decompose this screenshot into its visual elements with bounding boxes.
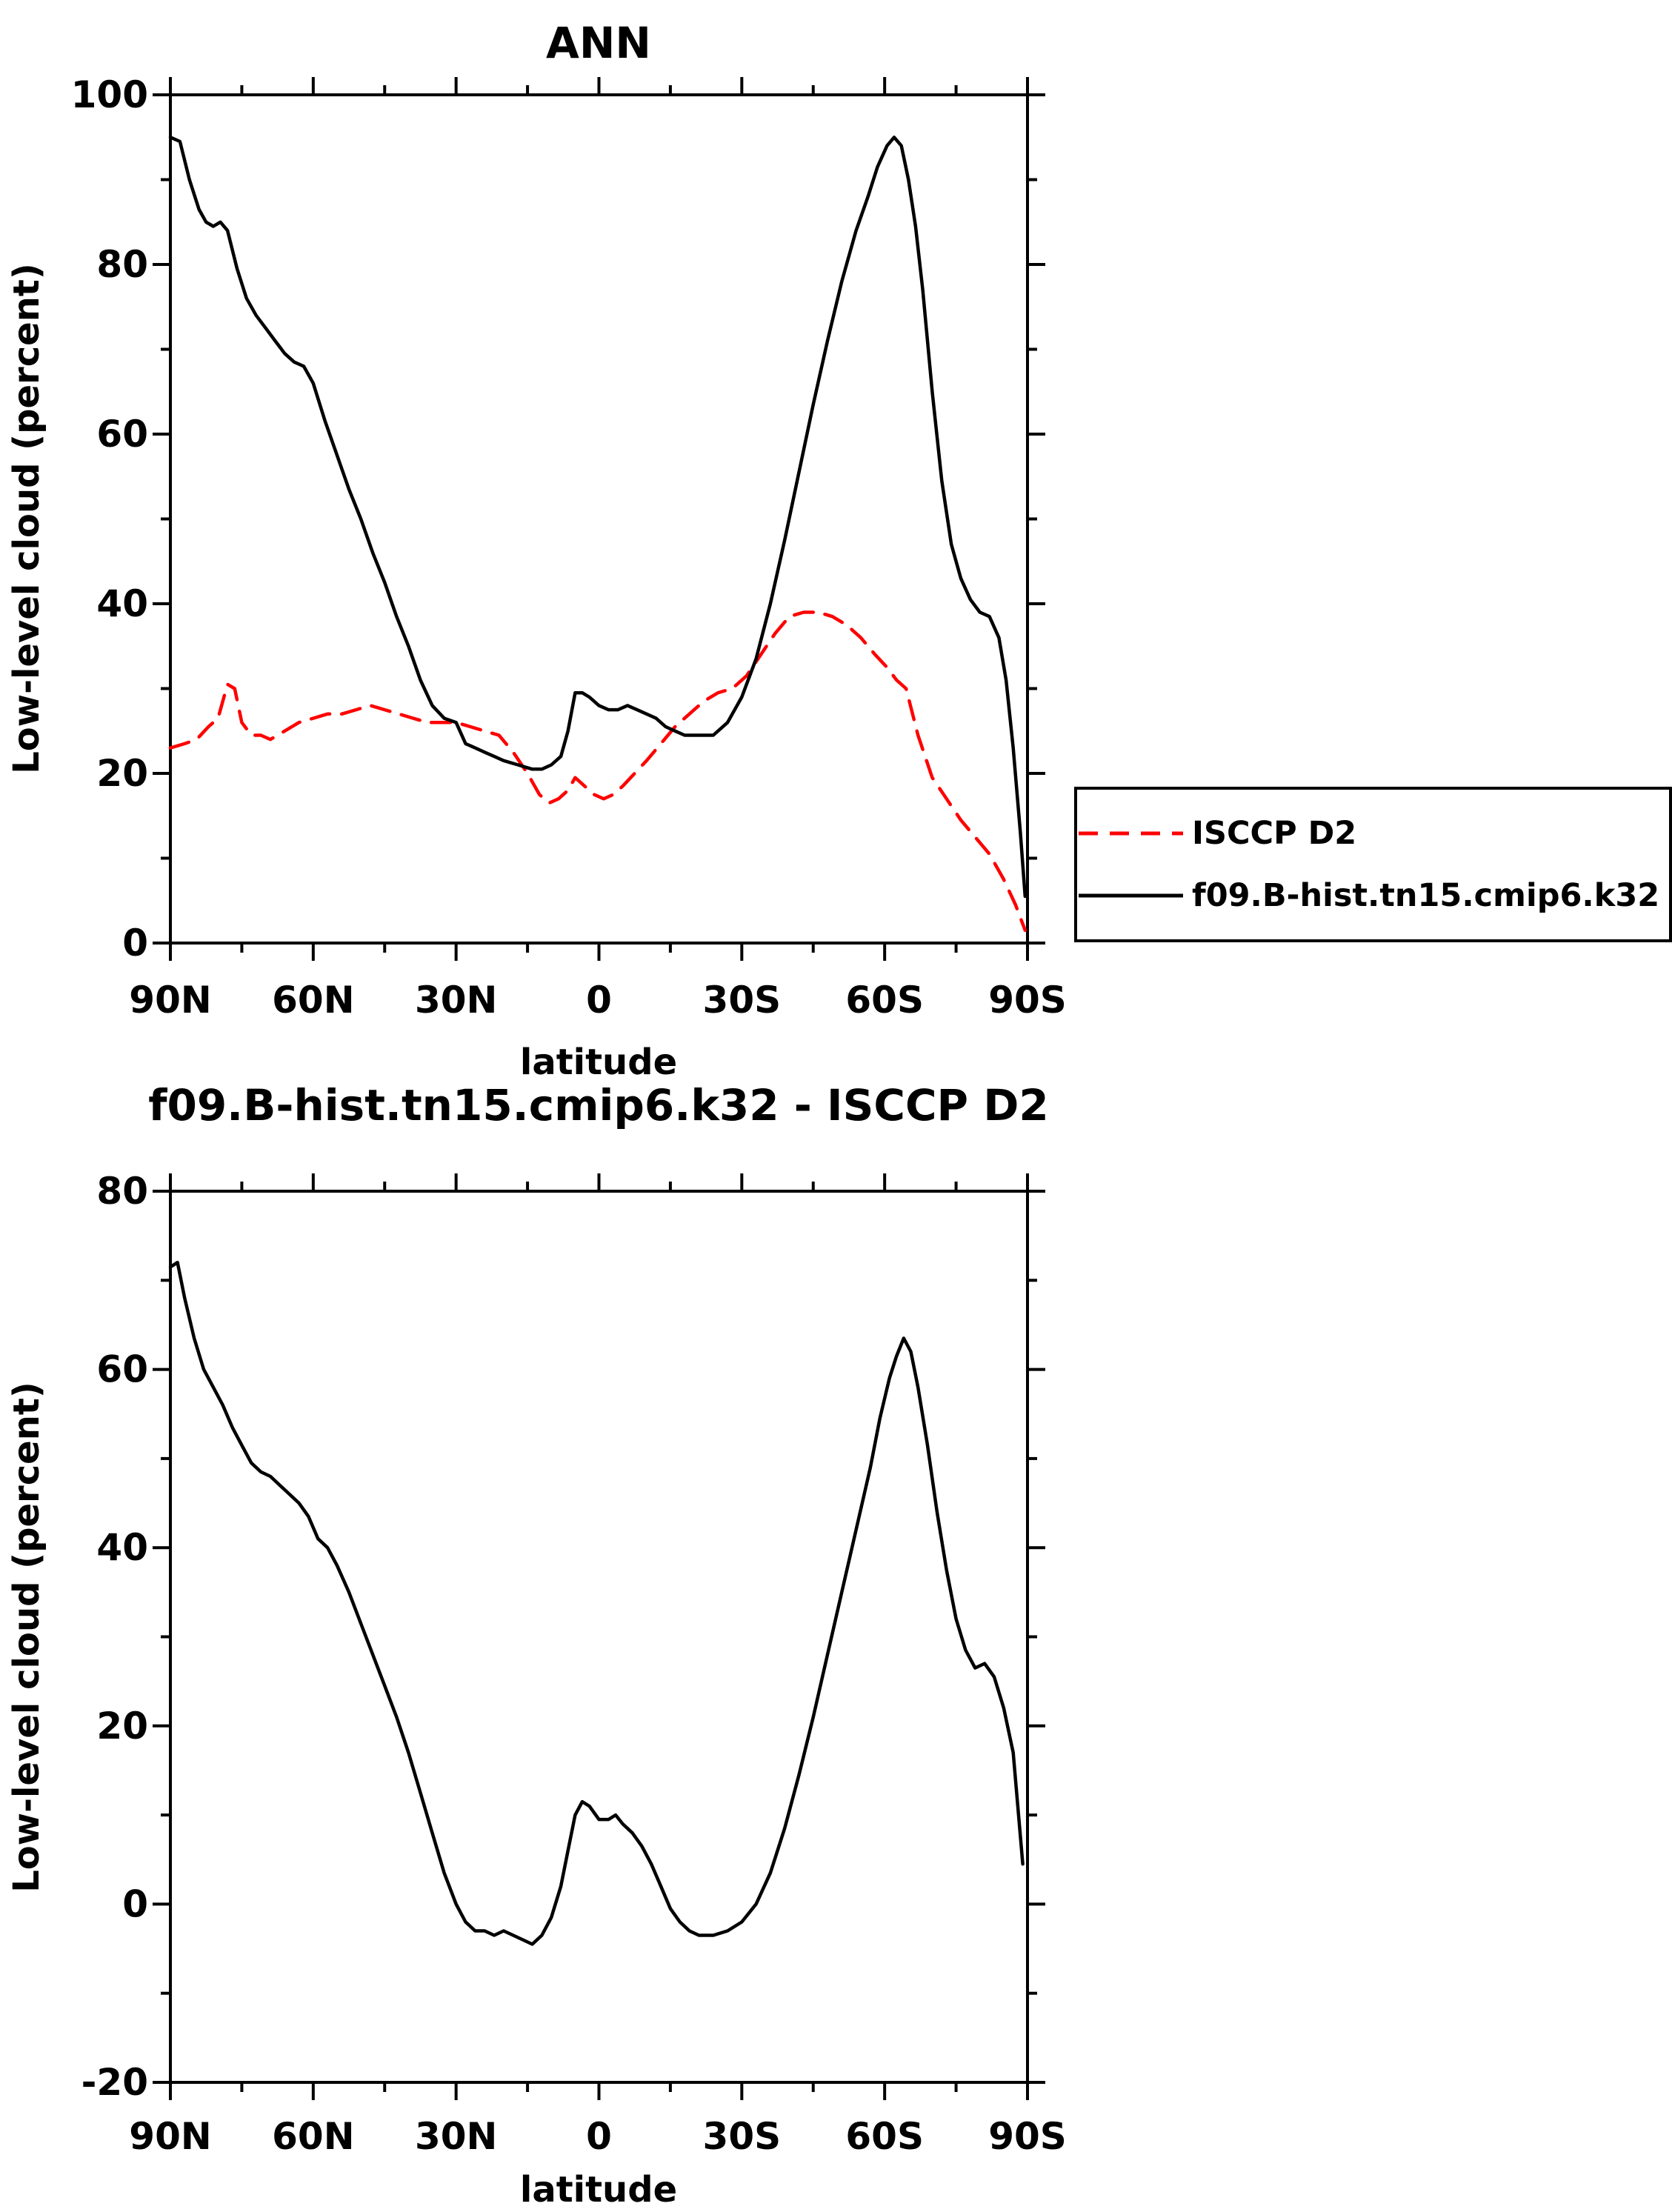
legend-item-isccp-d2: ISCCP D2 — [1077, 815, 1669, 852]
y-tick-label: 20 — [96, 1705, 148, 1748]
series-f09-b-hist-tn15-cmip6-k32-isccp-d2 — [168, 1260, 1025, 1946]
y-tick-label: -20 — [81, 2061, 148, 2104]
y-tick-label: 60 — [96, 413, 148, 456]
x-tick-label: 0 — [586, 2115, 612, 2158]
bottom-x-axis-label: latitude — [520, 2169, 677, 2211]
x-tick-label: 90S — [988, 2115, 1067, 2158]
top-y-axis-label: Low-level cloud (percent) — [6, 263, 47, 774]
legend-item-model: f09.B-hist.tn15.cmip6.k32 — [1077, 877, 1669, 914]
x-tick-label: 60S — [845, 2115, 924, 2158]
y-tick-label: 80 — [96, 243, 148, 286]
plot-frame — [169, 93, 1029, 945]
axis-ticks — [153, 77, 1045, 961]
y-tick-label: 40 — [96, 582, 148, 625]
dashed-red-line-sample-icon — [1079, 831, 1183, 836]
y-tick-label: 60 — [96, 1348, 148, 1391]
x-tick-label: 30S — [703, 2115, 782, 2158]
legend-label-isccp-d2: ISCCP D2 — [1192, 815, 1357, 852]
bottom-chart-title: f09.B-hist.tn15.cmip6.k32 - ISCCP D2 — [148, 1080, 1049, 1130]
x-tick-label: 30N — [415, 979, 497, 1022]
x-tick-label: 0 — [586, 979, 612, 1022]
axis-ticks — [153, 1173, 1045, 2100]
y-tick-label: 80 — [96, 1170, 148, 1213]
x-tick-label: 30S — [703, 979, 782, 1022]
y-tick-label: 100 — [71, 73, 148, 116]
x-tick-label: 60N — [272, 979, 354, 1022]
bottom-y-axis-label: Low-level cloud (percent) — [6, 1382, 47, 1893]
series-f09-b-hist-tn15-cmip6-k32 — [168, 136, 1027, 899]
y-tick-label: 0 — [122, 922, 148, 965]
series-isccp-d2 — [168, 610, 1027, 933]
x-tick-label: 90N — [129, 2115, 211, 2158]
solid-black-line-sample-icon — [1079, 893, 1183, 898]
legend-label-model: f09.B-hist.tn15.cmip6.k32 — [1192, 877, 1660, 914]
x-tick-label: 60N — [272, 2115, 354, 2158]
top-chart-ann: 90N 60N 30N 0 30S 60S 90S 0 20 40 60 80 100 — [71, 73, 1067, 1022]
x-tick-label: 90N — [129, 979, 211, 1022]
plot-frame — [169, 1190, 1029, 2084]
y-tick-label: 20 — [96, 752, 148, 795]
top-chart-title: ANN — [546, 18, 651, 68]
y-tick-label: 40 — [96, 1526, 148, 1569]
y-tick-label: 0 — [122, 1882, 148, 1925]
x-tick-label: 60S — [845, 979, 924, 1022]
top-x-axis-label: latitude — [520, 1042, 677, 1083]
x-tick-label: 30N — [415, 2115, 497, 2158]
x-tick-label: 90S — [988, 979, 1067, 1022]
bottom-chart-difference: 90N 60N 30N 0 30S 60S 90S -20 0 20 40 60 80 — [81, 1170, 1067, 2158]
legend: ISCCP D2 f09.B-hist.tn15.cmip6.k32 — [1074, 787, 1672, 942]
